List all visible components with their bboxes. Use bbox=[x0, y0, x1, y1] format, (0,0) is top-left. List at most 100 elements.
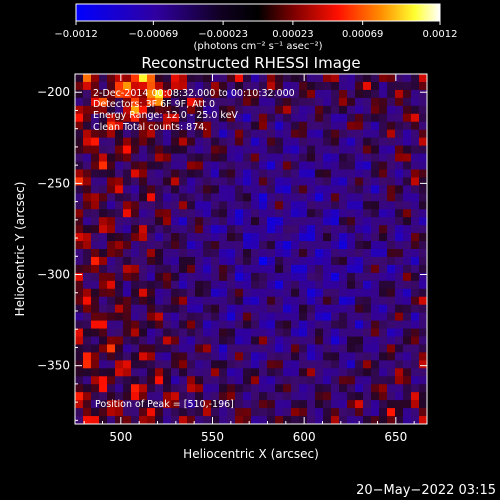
colorbar-ticks: −0.0012 −0.00069 −0.00023 0.00023 0.00069 0.0… bbox=[54, 21, 458, 40]
heatmap-cell bbox=[403, 256, 412, 266]
heatmap-cell bbox=[403, 241, 412, 250]
heatmap-cell bbox=[155, 145, 164, 155]
heatmap-cell bbox=[363, 328, 372, 338]
heatmap-cell bbox=[115, 296, 124, 306]
heatmap-cell bbox=[123, 296, 132, 306]
heatmap-cell bbox=[323, 288, 332, 298]
heatmap-cell bbox=[219, 153, 228, 163]
heatmap-cell bbox=[275, 304, 284, 314]
heatmap-cell bbox=[187, 384, 196, 393]
heatmap-cell bbox=[259, 137, 268, 147]
heatmap-cell bbox=[243, 145, 252, 155]
heatmap-cell bbox=[307, 328, 316, 338]
heatmap-cell bbox=[171, 225, 180, 234]
heatmap-cell bbox=[403, 392, 412, 401]
heatmap-cell bbox=[115, 376, 124, 385]
heatmap-cell bbox=[315, 352, 324, 361]
heatmap-cell bbox=[227, 233, 236, 242]
heatmap-cell bbox=[171, 97, 180, 107]
heatmap-cell bbox=[131, 105, 140, 115]
heatmap-cell bbox=[267, 217, 276, 226]
y-tick-label: −300 bbox=[37, 268, 70, 282]
heatmap-cell bbox=[187, 304, 196, 314]
heatmap-cell bbox=[179, 169, 188, 178]
heatmap-cell bbox=[259, 304, 268, 314]
heatmap-cell bbox=[171, 384, 180, 393]
heatmap-cell bbox=[419, 225, 427, 234]
heatmap-cell bbox=[395, 249, 404, 258]
heatmap-cell bbox=[411, 217, 420, 226]
heatmap-cell bbox=[363, 384, 372, 393]
heatmap-cell bbox=[211, 169, 220, 178]
heatmap-cell bbox=[83, 137, 92, 147]
heatmap-cell bbox=[131, 137, 140, 147]
heatmap-cell bbox=[75, 344, 84, 353]
heatmap-cell bbox=[163, 169, 172, 178]
heatmap-cell bbox=[227, 392, 236, 401]
heatmap-cell bbox=[283, 153, 292, 163]
heatmap-cell bbox=[387, 193, 396, 202]
heatmap-cell bbox=[395, 392, 404, 401]
heatmap-cell bbox=[339, 360, 348, 369]
heatmap-cell bbox=[179, 280, 188, 290]
heatmap-cell bbox=[299, 209, 308, 218]
heatmap-cell bbox=[163, 328, 172, 338]
heatmap-cell bbox=[307, 344, 316, 353]
heatmap-cell bbox=[299, 336, 308, 346]
heatmap-cell bbox=[395, 288, 404, 298]
heatmap-cell bbox=[251, 312, 260, 322]
heatmap-cell bbox=[275, 320, 284, 330]
heatmap-cell bbox=[163, 89, 172, 99]
heatmap-cell bbox=[235, 328, 244, 338]
heatmap-cell bbox=[91, 129, 100, 139]
heatmap-cell bbox=[379, 256, 388, 266]
heatmap-cell bbox=[131, 344, 140, 353]
heatmap-cell bbox=[107, 129, 116, 139]
heatmap-cell bbox=[395, 280, 404, 290]
heatmap-cell bbox=[211, 280, 220, 290]
heatmap-cell bbox=[411, 209, 420, 218]
heatmap-cell bbox=[123, 264, 132, 274]
heatmap-cell bbox=[107, 384, 116, 393]
heatmap-cell bbox=[131, 81, 140, 91]
heatmap-cell bbox=[195, 209, 204, 218]
heatmap-cell bbox=[91, 209, 100, 218]
heatmap-cell bbox=[267, 360, 276, 369]
heatmap-cell bbox=[347, 89, 356, 99]
heatmap-cell bbox=[387, 320, 396, 330]
heatmap-cell bbox=[235, 312, 244, 322]
heatmap-cell bbox=[387, 74, 396, 83]
heatmap-cell bbox=[339, 233, 348, 242]
heatmap-cell bbox=[187, 225, 196, 234]
heatmap-cell bbox=[355, 336, 364, 346]
heatmap-cell bbox=[283, 233, 292, 242]
heatmap-cell bbox=[347, 81, 356, 91]
heatmap-cell bbox=[267, 241, 276, 250]
heatmap-cell bbox=[147, 153, 156, 163]
heatmap-cell bbox=[387, 177, 396, 186]
heatmap-cell bbox=[99, 400, 108, 409]
heatmap-cell bbox=[115, 201, 124, 210]
heatmap-cell bbox=[203, 177, 212, 186]
heatmap-cell bbox=[123, 416, 132, 424]
heatmap-cell bbox=[163, 113, 172, 123]
heatmap-cell bbox=[139, 416, 148, 424]
heatmap-cell bbox=[387, 129, 396, 139]
heatmap-cell bbox=[307, 185, 316, 194]
heatmap-cell bbox=[395, 121, 404, 131]
heatmap-cell bbox=[267, 416, 276, 424]
heatmap-cell bbox=[139, 233, 148, 242]
heatmap-cell bbox=[83, 368, 92, 377]
heatmap-cell bbox=[291, 233, 300, 242]
heatmap-cell bbox=[91, 272, 100, 282]
heatmap-cell bbox=[163, 97, 172, 107]
heatmap-cell bbox=[259, 280, 268, 290]
heatmap-cell bbox=[379, 153, 388, 163]
heatmap-cell bbox=[107, 256, 116, 266]
heatmap-cell bbox=[91, 360, 100, 369]
heatmap-cell bbox=[251, 384, 260, 393]
heatmap-cell bbox=[259, 113, 268, 123]
heatmap-cell bbox=[83, 145, 92, 155]
heatmap-cell bbox=[323, 121, 332, 131]
heatmap-cell bbox=[139, 272, 148, 282]
